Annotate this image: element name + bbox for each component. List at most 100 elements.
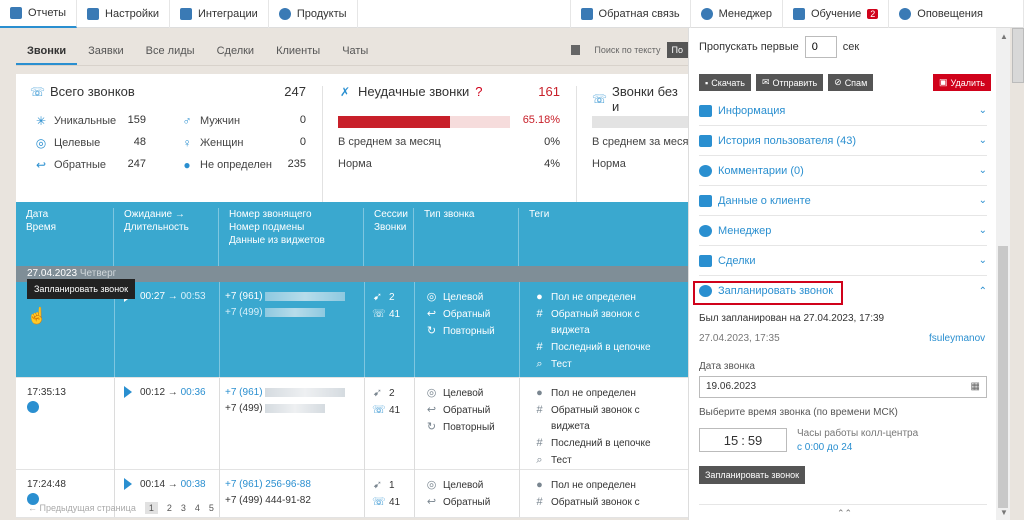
th-sessions[interactable]: Сессии Звонки — [364, 208, 414, 266]
tab-chats[interactable]: Чаты — [342, 45, 369, 57]
play-icon[interactable] — [124, 478, 132, 491]
panel-scroll-thumb[interactable] — [998, 246, 1008, 508]
section-comments[interactable]: Комментарии (0) ⌄ — [699, 156, 987, 186]
divider — [322, 86, 323, 206]
skip-unit: сек — [842, 41, 860, 53]
section-info[interactable]: Информация ⌄ — [699, 96, 987, 126]
tab-requests[interactable]: Заявки — [88, 45, 124, 57]
duration-link[interactable]: 00:38 — [180, 479, 206, 490]
integrations-icon — [179, 8, 192, 20]
time-minutes[interactable]: 59 — [747, 432, 763, 448]
section-history[interactable]: История пользователя (43) ⌄ — [699, 126, 987, 156]
stat-label: Не определен — [200, 159, 272, 171]
section-schedule-call[interactable]: Запланировать звонок ⌃ — [699, 276, 987, 306]
schedule-call-icon[interactable] — [27, 493, 39, 505]
comment-icon — [699, 164, 712, 177]
tab-deals[interactable]: Сделки — [216, 45, 255, 57]
caller-number[interactable]: +7 (961) 256-96-88 — [225, 479, 311, 490]
sessions-value: 2 — [389, 292, 395, 303]
tab-all-leads[interactable]: Все лиды — [145, 45, 195, 57]
section-deals[interactable]: Сделки ⌄ — [699, 246, 987, 276]
nav-label: Обратная связь — [598, 8, 680, 20]
spam-button[interactable]: ⊘ Спам — [828, 74, 874, 91]
download-button[interactable]: ▪ Скачать — [699, 74, 751, 91]
page-2[interactable]: 2 — [166, 503, 172, 513]
call-date-input[interactable]: 19.06.2023 ▦ — [699, 376, 987, 398]
th-tags[interactable]: Теги — [519, 208, 688, 266]
history-icon — [699, 134, 712, 147]
delete-button[interactable]: ▣ Удалить — [933, 74, 991, 91]
time-picker[interactable]: 15 : 59 — [699, 428, 787, 452]
tags-cell: ● Пол не определен # Обратный звонок с — [534, 477, 639, 511]
tab-calls[interactable]: Звонки — [16, 45, 78, 65]
phone-icon: ☏ — [372, 496, 386, 508]
stat-undefined: ● Не определен — [180, 158, 272, 172]
reports-icon — [10, 7, 22, 19]
page-3[interactable]: 3 — [180, 503, 186, 513]
schedule-call-icon[interactable] — [27, 401, 39, 413]
skip-label: Пропускать первые — [699, 41, 799, 53]
repeat-icon: ↻ — [426, 325, 437, 337]
th-date[interactable]: Дата Время — [16, 208, 114, 266]
phone-icon: ☏ — [372, 308, 386, 320]
substitute-number[interactable]: +7 (499) — [225, 307, 263, 318]
page-5[interactable]: 5 — [208, 503, 214, 513]
scroll-up-icon[interactable]: ▲ — [1000, 32, 1008, 41]
trash-icon: ▣ — [939, 77, 948, 87]
th-number[interactable]: Номер звонящего Номер подмены Данные из … — [219, 208, 364, 266]
chevron-down-icon: ⌄ — [978, 195, 987, 206]
tag: Пол не определен — [551, 292, 636, 303]
callback-icon: ↩ — [426, 404, 437, 416]
prev-page-link[interactable]: ← Предыдущая страница — [28, 503, 136, 513]
repeat-icon: ↻ — [426, 421, 437, 433]
download-icon[interactable] — [571, 45, 581, 55]
calendar-icon[interactable]: ▦ — [970, 381, 980, 392]
nav-notifications[interactable]: Оповещения — [889, 0, 1024, 28]
th-wait[interactable]: Ожидание → Длительность — [114, 208, 219, 266]
send-button[interactable]: ✉ Отправить — [755, 74, 824, 91]
search-button[interactable]: По — [666, 42, 688, 58]
play-icon[interactable] — [124, 386, 132, 399]
page-scroll-thumb[interactable] — [1012, 28, 1024, 83]
scheduled-by-link[interactable]: fsuleymanov — [929, 333, 986, 344]
skip-input[interactable] — [804, 36, 837, 58]
page-1[interactable]: 1 — [144, 502, 158, 514]
duration-link[interactable]: 00:36 — [180, 387, 206, 398]
help-icon[interactable]: ? — [475, 84, 483, 99]
page-4[interactable]: 4 — [194, 503, 200, 513]
time-label: Выберите время звонка (по времени МСК) — [699, 407, 898, 418]
nav-reports[interactable]: Отчеты — [0, 0, 78, 28]
wait-cell: 00:12 → 00:36 — [124, 385, 206, 401]
table-row[interactable]: 17:35:13 00:12 → 00:36 +7 (961) +7 (499)… — [16, 378, 688, 470]
stat-value: 159 — [127, 114, 146, 126]
th-call-type[interactable]: Тип звонка — [414, 208, 519, 266]
search-text-label[interactable]: Поиск по тексту — [594, 45, 661, 55]
nav-label: Интеграции — [197, 8, 258, 20]
schedule-call-button[interactable]: Запланировать звонок — [699, 466, 806, 484]
nav-settings[interactable]: Настройки — [77, 0, 170, 28]
info-icon — [699, 104, 712, 117]
collapse-up-icon[interactable]: ⌃⌃ — [837, 508, 853, 518]
stat-label: Мужчин — [200, 115, 241, 127]
nav-manager[interactable]: Менеджер — [691, 0, 783, 28]
education-badge: 2 — [867, 9, 879, 19]
caller-number[interactable]: +7 (961) — [225, 387, 263, 398]
section-label: Данные о клиенте — [718, 194, 811, 207]
tab-clients[interactable]: Клиенты — [276, 45, 321, 57]
time-hours[interactable]: 15 — [723, 432, 739, 448]
divider — [576, 86, 577, 206]
panel-actions: ▪ Скачать ✉ Отправить ⊘ Спам ▣ Удалить — [699, 74, 991, 91]
scroll-down-icon[interactable]: ▼ — [1000, 508, 1008, 517]
section-client-data[interactable]: Данные о клиенте ⌄ — [699, 186, 987, 216]
nav-education[interactable]: Обучение 2 — [783, 0, 890, 28]
nav-feedback[interactable]: Обратная связь — [569, 0, 691, 28]
unanswered-norm-label: Норма — [592, 158, 626, 170]
table-row[interactable]: 17:24:48 00:14 → 00:38 +7 (961) 256-96-8… — [16, 470, 688, 518]
band-date: 27.04.2023 — [27, 268, 78, 279]
nav-integrations[interactable]: Интеграции — [170, 0, 269, 28]
duration-link[interactable]: 00:53 — [180, 291, 206, 302]
section-manager[interactable]: Менеджер ⌄ — [699, 216, 987, 246]
hours-value: с 0:00 до 24 — [797, 442, 853, 453]
callback-icon: ↩ — [426, 496, 437, 508]
nav-products[interactable]: Продукты — [269, 0, 358, 28]
